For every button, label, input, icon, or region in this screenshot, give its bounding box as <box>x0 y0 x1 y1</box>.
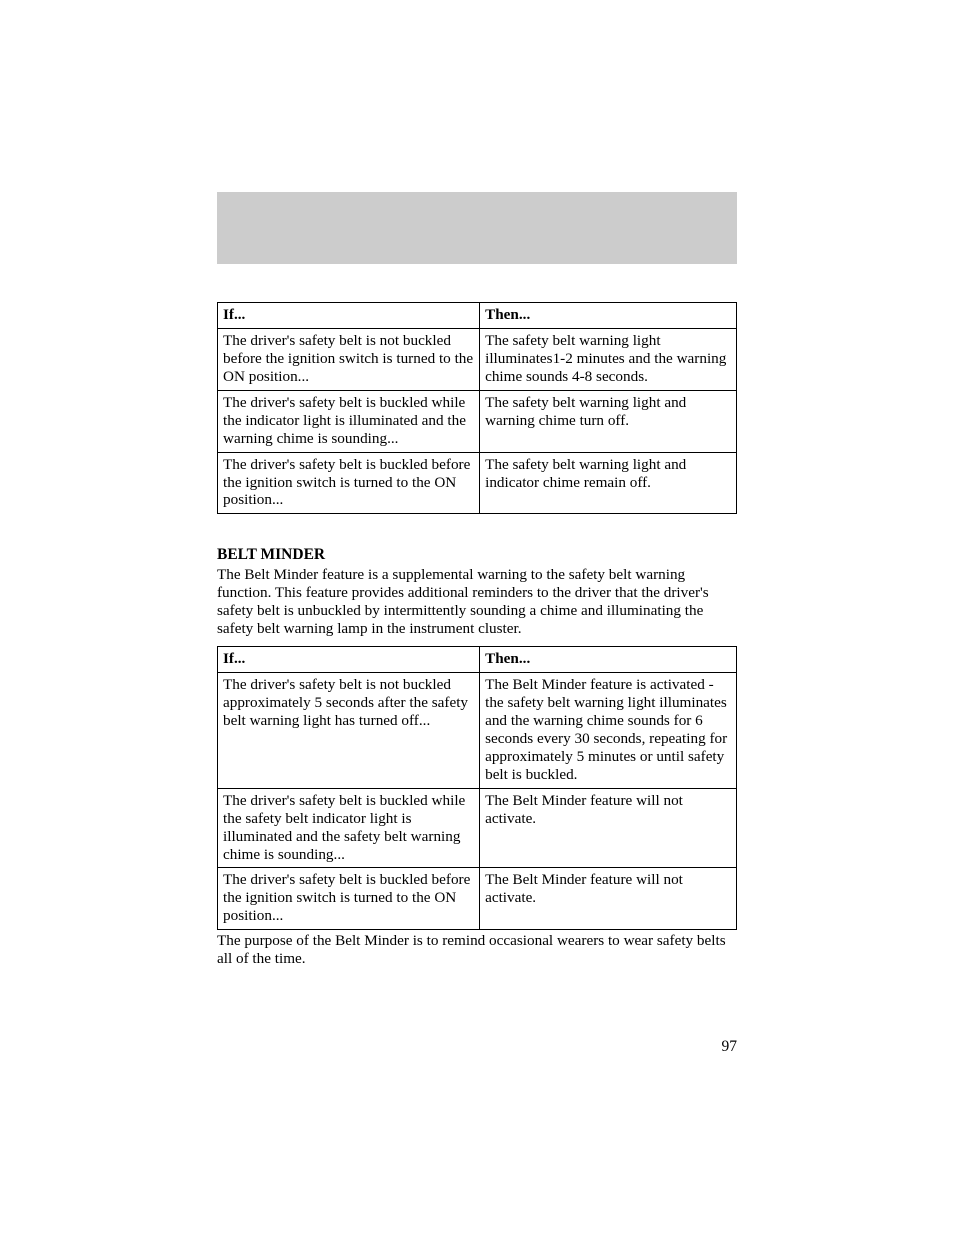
cell-then: The Belt Minder feature is activated - t… <box>480 673 737 789</box>
table-row: The driver's safety belt is buckled befo… <box>218 452 737 514</box>
table-header-row: If... Then... <box>218 303 737 329</box>
cell-then: The Belt Minder feature will not activat… <box>480 788 737 868</box>
table-row: The driver's safety belt is not buckled … <box>218 328 737 390</box>
cell-if: The driver's safety belt is buckled whil… <box>218 788 480 868</box>
post-table-paragraph: The purpose of the Belt Minder is to rem… <box>217 932 737 968</box>
table-row: The driver's safety belt is not buckled … <box>218 673 737 789</box>
cell-if: The driver's safety belt is buckled befo… <box>218 868 480 930</box>
cell-then: The safety belt warning light and warnin… <box>480 390 737 452</box>
page-number: 97 <box>722 1038 738 1056</box>
table-row: The driver's safety belt is buckled whil… <box>218 390 737 452</box>
cell-then: The Belt Minder feature will not activat… <box>480 868 737 930</box>
header-if: If... <box>218 303 480 329</box>
cell-if: The driver's safety belt is buckled befo… <box>218 452 480 514</box>
page-content: If... Then... The driver's safety belt i… <box>0 0 954 968</box>
header-then: Then... <box>480 647 737 673</box>
header-then: Then... <box>480 303 737 329</box>
cell-if: The driver's safety belt is not buckled … <box>218 328 480 390</box>
cell-then: The safety belt warning light and indica… <box>480 452 737 514</box>
header-if: If... <box>218 647 480 673</box>
belt-minder-heading: BELT MINDER <box>217 546 737 564</box>
belt-minder-table: If... Then... The driver's safety belt i… <box>217 646 737 930</box>
header-banner <box>217 192 737 264</box>
safety-belt-table-1: If... Then... The driver's safety belt i… <box>217 302 737 514</box>
belt-minder-paragraph: The Belt Minder feature is a supplementa… <box>217 566 737 638</box>
cell-then: The safety belt warning light illuminate… <box>480 328 737 390</box>
table-row: The driver's safety belt is buckled befo… <box>218 868 737 930</box>
table-header-row: If... Then... <box>218 647 737 673</box>
table-row: The driver's safety belt is buckled whil… <box>218 788 737 868</box>
cell-if: The driver's safety belt is not buckled … <box>218 673 480 789</box>
cell-if: The driver's safety belt is buckled whil… <box>218 390 480 452</box>
